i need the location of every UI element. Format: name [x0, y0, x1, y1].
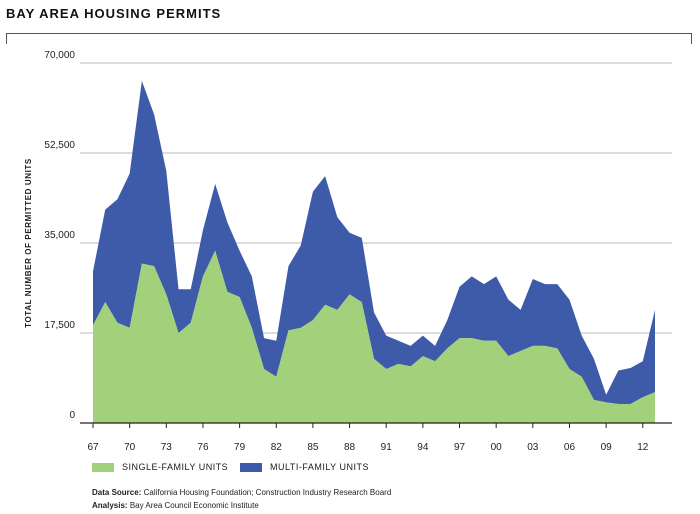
x-tick-label: 73	[161, 442, 173, 453]
area-multi-family	[93, 81, 655, 404]
x-tick-label: 03	[527, 442, 539, 453]
x-tick-label: 76	[197, 442, 209, 453]
y-tick-label: 35,000	[44, 230, 75, 241]
title-frame	[6, 33, 692, 44]
x-tick-label: 09	[601, 442, 613, 453]
legend-swatch-multi	[240, 462, 262, 472]
x-tick-label: 94	[417, 442, 429, 453]
x-tick-label: 06	[564, 442, 576, 453]
x-tick-label: 85	[307, 442, 319, 453]
y-tick-label: 0	[69, 410, 75, 421]
legend-label-single: SINGLE-FAMILY UNITS	[122, 462, 229, 472]
legend-item-multi: MULTI-FAMILY UNITS	[240, 462, 369, 472]
area-single-family	[93, 250, 655, 423]
x-tick-label: 00	[491, 442, 503, 453]
x-tick-label: 70	[124, 442, 136, 453]
x-tick-label: 12	[637, 442, 649, 453]
chart-title: BAY AREA HOUSING PERMITS	[6, 6, 222, 21]
analysis-text: Bay Area Council Economic Institute	[129, 501, 259, 510]
y-tick-label: 17,500	[44, 320, 75, 331]
legend-swatch-single	[92, 462, 114, 472]
y-axis-label: TOTAL NUMBER OF PERMITTED UNITS	[24, 158, 33, 328]
x-tick-label: 91	[381, 442, 393, 453]
legend-item-single: SINGLE-FAMILY UNITS	[92, 462, 228, 472]
data-source-text: California Housing Foundation; Construct…	[143, 488, 392, 497]
analysis-line: Analysis: Bay Area Council Economic Inst…	[92, 499, 391, 512]
data-source-label: Data Source:	[92, 488, 142, 497]
x-tick-label: 79	[234, 442, 246, 453]
legend-label-multi: MULTI-FAMILY UNITS	[270, 462, 370, 472]
x-tick-label: 82	[271, 442, 283, 453]
y-tick-label: 70,000	[44, 50, 75, 61]
x-tick-label: 67	[87, 442, 99, 453]
x-tick-label: 97	[454, 442, 466, 453]
y-tick-label: 52,500	[44, 140, 75, 151]
analysis-label: Analysis:	[92, 501, 128, 510]
chart-notes: Data Source: California Housing Foundati…	[92, 486, 391, 512]
x-tick-label: 88	[344, 442, 356, 453]
data-source-line: Data Source: California Housing Foundati…	[92, 486, 391, 499]
